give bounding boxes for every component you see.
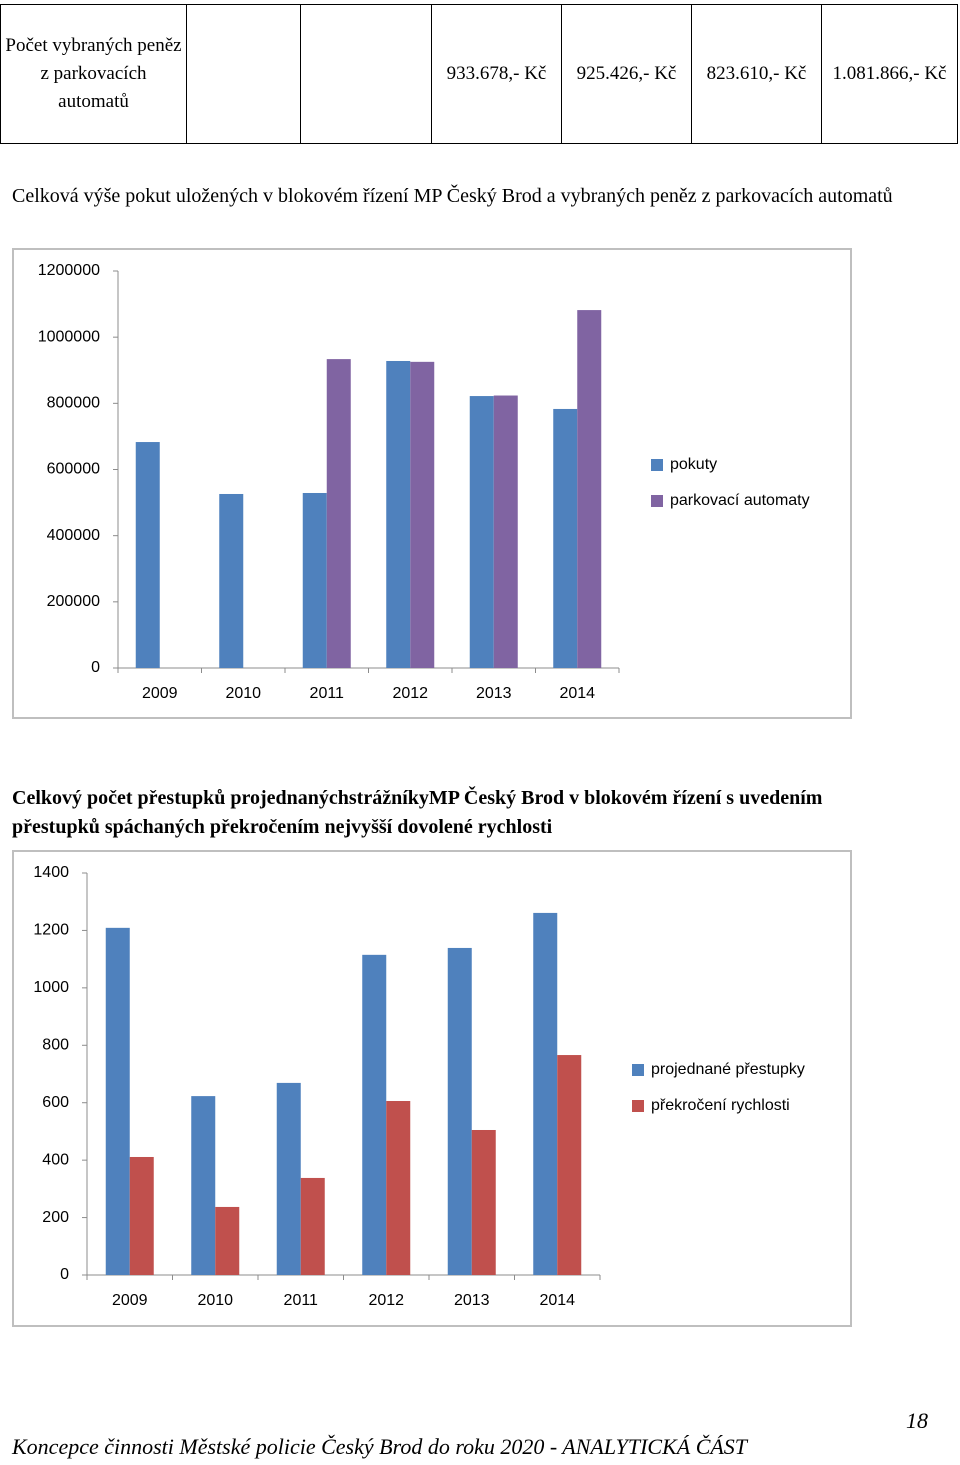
bar — [129, 1156, 154, 1275]
chart-title: Celková výše pokut uložených v blokovém … — [12, 185, 893, 207]
bar — [471, 1129, 496, 1275]
bar — [219, 493, 244, 668]
chart-title: Celkový počet přestupků projednanýchstrá… — [12, 787, 823, 838]
y-tick-label: 0 — [91, 659, 100, 676]
x-tick-label: 2014 — [559, 685, 595, 702]
page-number: 18 — [906, 1408, 928, 1433]
bar — [386, 1100, 411, 1275]
y-tick-label: 200 — [42, 1209, 69, 1226]
y-tick-label: 1200 — [33, 922, 69, 939]
x-tick-label: 2010 — [225, 685, 261, 702]
legend-label: překročení rychlosti — [651, 1097, 790, 1114]
legend-swatch — [651, 459, 663, 471]
y-tick-label: 200000 — [47, 593, 100, 610]
legend-swatch — [632, 1064, 644, 1076]
y-tick-label: 1000 — [33, 979, 69, 996]
footer: Koncepce činnosti Městské policie Český … — [12, 1434, 748, 1459]
y-tick-label: 400 — [42, 1151, 69, 1168]
x-tick-label: 2013 — [454, 1292, 490, 1309]
x-tick-label: 2013 — [476, 685, 512, 702]
cell: 933.678,- Kč — [431, 4, 562, 144]
bar — [276, 1082, 301, 1275]
legend-label: parkovací automaty — [670, 492, 810, 509]
x-tick-label: 2012 — [392, 685, 428, 702]
cell: 1.081.866,- Kč — [821, 4, 958, 144]
bar — [410, 361, 435, 668]
x-tick-label: 2009 — [112, 1292, 148, 1309]
bar — [215, 1206, 240, 1275]
x-tick-label: 2011 — [310, 685, 345, 702]
table-row: Počet vybraných peněz z parkovacích auto… — [0, 4, 958, 144]
x-tick-label: 2014 — [539, 1292, 575, 1309]
y-tick-label: 800000 — [47, 395, 100, 412]
x-tick-label: 2009 — [142, 685, 178, 702]
table: Počet vybraných peněz z parkovacích auto… — [0, 4, 958, 144]
y-tick-label: 1000000 — [38, 328, 100, 345]
y-tick-label: 0 — [60, 1266, 69, 1283]
bar — [326, 359, 351, 668]
bar — [557, 1055, 582, 1275]
bar — [105, 927, 130, 1275]
legend-swatch — [651, 495, 663, 507]
y-tick-label: 600000 — [47, 461, 100, 478]
y-tick-label: 1200000 — [38, 262, 100, 279]
bar — [493, 395, 518, 668]
charts: 0 200000 400000 600000 800000 1000000 1200000 2… — [12, 248, 852, 1327]
bar — [191, 1096, 216, 1275]
bar — [469, 396, 494, 668]
chart-frame — [12, 248, 852, 719]
cell — [300, 4, 432, 144]
legend-label: projednané přestupky — [651, 1061, 805, 1078]
bar — [300, 1177, 325, 1275]
x-tick-label: 2011 — [284, 1292, 319, 1309]
bar — [386, 360, 411, 668]
legend-swatch — [632, 1100, 644, 1112]
chart-frame — [12, 850, 852, 1327]
bar — [533, 912, 558, 1275]
cell: Počet vybraných peněz z parkovacích auto… — [0, 4, 187, 144]
y-tick-label: 600 — [42, 1094, 69, 1111]
x-tick-label: 2010 — [197, 1292, 233, 1309]
legend-label: pokuty — [670, 456, 717, 473]
cell — [186, 4, 301, 144]
bar — [135, 442, 160, 668]
bar — [447, 947, 472, 1275]
y-tick-label: 400000 — [47, 527, 100, 544]
bar — [302, 492, 327, 668]
bar — [577, 310, 602, 668]
x-tick-label: 2012 — [368, 1292, 404, 1309]
bar — [553, 408, 578, 668]
y-tick-label: 1400 — [33, 864, 69, 881]
bar — [362, 954, 387, 1275]
y-tick-label: 800 — [42, 1037, 69, 1054]
